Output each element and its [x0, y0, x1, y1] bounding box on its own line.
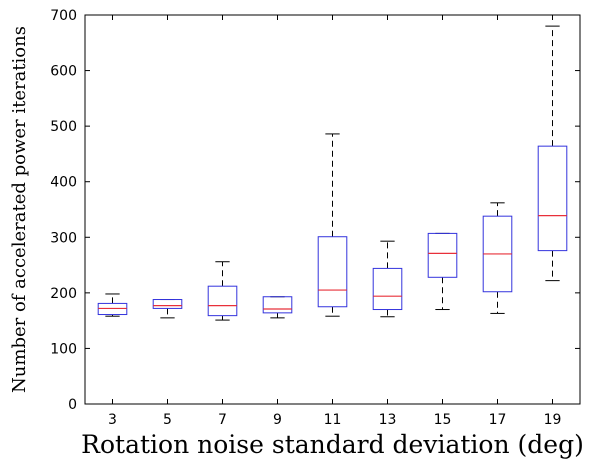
- box-11: [317, 133, 348, 317]
- box-7: [207, 261, 238, 321]
- iqr-box: [207, 285, 238, 317]
- y-tick-label: 200: [50, 286, 77, 302]
- x-axis-ticks: 3 5 7 9 11 13 15 17 19: [108, 15, 561, 428]
- x-tick-label: 15: [434, 412, 452, 428]
- x-tick-label: 5: [163, 412, 172, 428]
- box-5: [152, 299, 183, 319]
- box-17: [482, 202, 513, 314]
- y-axis-ticks: 0 100 200 300 400 500 600 700: [50, 8, 580, 413]
- y-tick-label: 300: [50, 230, 77, 246]
- iqr-box: [262, 296, 293, 314]
- iqr-box: [372, 267, 403, 311]
- iqr-box: [537, 145, 568, 252]
- y-axis-label: Number of accelerated power iterations: [9, 26, 30, 393]
- box-9: [262, 296, 293, 319]
- box-3: [97, 293, 128, 317]
- iqr-box: [427, 232, 458, 278]
- y-tick-label: 0: [68, 397, 77, 413]
- y-tick-label: 100: [50, 341, 77, 357]
- box-19: [537, 25, 568, 282]
- y-tick-label: 600: [50, 64, 77, 80]
- x-tick-label: 19: [544, 412, 562, 428]
- box-series: [97, 25, 568, 321]
- plot-frame: [84, 14, 581, 405]
- box-15: [427, 232, 458, 311]
- x-axis-label: Rotation noise standard deviation (deg): [81, 430, 584, 459]
- x-tick-label: 7: [218, 412, 227, 428]
- x-tick-label: 9: [273, 412, 282, 428]
- y-tick-label: 500: [50, 119, 77, 135]
- y-tick-label: 400: [50, 175, 77, 191]
- x-tick-label: 17: [489, 412, 507, 428]
- y-tick-label: 700: [50, 8, 77, 24]
- box-13: [372, 240, 403, 318]
- x-tick-label: 13: [379, 412, 397, 428]
- x-tick-label: 11: [324, 412, 342, 428]
- iqr-box: [317, 236, 348, 308]
- x-tick-label: 3: [108, 412, 117, 428]
- iqr-box: [152, 299, 183, 309]
